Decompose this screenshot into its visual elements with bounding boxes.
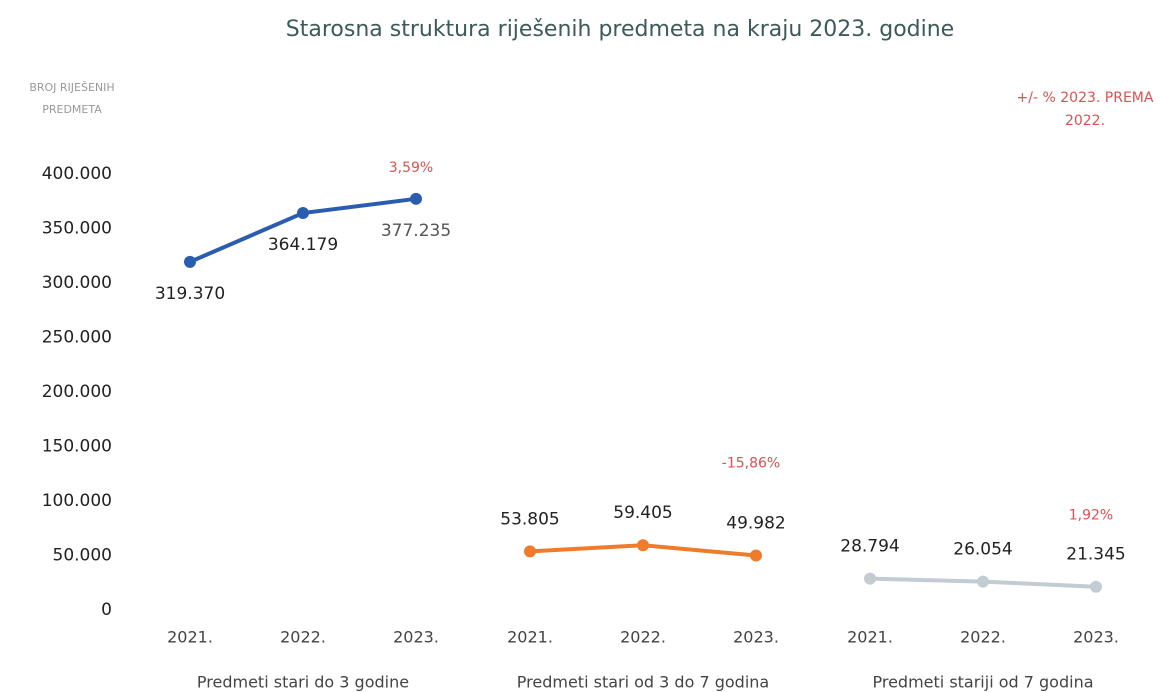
y-tick-label: 100.000 — [42, 491, 112, 511]
group-label: Predmeti stariji od 7 godina — [872, 673, 1093, 692]
point — [1090, 580, 1102, 593]
annotation: 2022. — [1065, 113, 1105, 129]
annotation: +/- % 2023. PREMA — [1017, 90, 1154, 106]
y-tick-label: 0 — [101, 600, 112, 620]
data-label: 21.345 — [1066, 545, 1125, 565]
y-tick-label: 50.000 — [53, 546, 112, 566]
x-tick-label: 2021. — [507, 628, 553, 647]
y-tick-label: 350.000 — [42, 219, 112, 239]
chart-title: Starosna struktura riješenih predmeta na… — [286, 17, 954, 42]
x-tick-label: 2021. — [847, 628, 893, 647]
point — [864, 572, 876, 585]
data-label: 59.405 — [613, 503, 672, 523]
point — [184, 255, 196, 268]
x-tick-label: 2023. — [393, 628, 439, 647]
data-label: 49.982 — [726, 514, 785, 534]
point — [977, 575, 989, 588]
point — [637, 539, 649, 552]
group-label: Predmeti stari do 3 godine — [197, 673, 409, 692]
data-label: 364.179 — [268, 235, 338, 255]
y-tick-label: 150.000 — [42, 437, 112, 457]
point — [750, 549, 762, 562]
y-tick-label: 200.000 — [42, 382, 112, 402]
group-label: Predmeti stari od 3 do 7 godina — [517, 673, 769, 692]
change-label: -15,86% — [722, 456, 780, 472]
change-label: 1,92% — [1069, 508, 1113, 524]
data-label: 53.805 — [500, 509, 559, 529]
y-tick-label: 300.000 — [42, 273, 112, 293]
x-tick-label: 2023. — [1073, 628, 1119, 647]
y-tick-label: 250.000 — [42, 328, 112, 348]
x-tick-label: 2023. — [733, 628, 779, 647]
point — [524, 545, 536, 558]
data-label: 319.370 — [155, 284, 225, 304]
data-label: 28.794 — [840, 537, 899, 557]
x-tick-label: 2022. — [960, 628, 1006, 647]
y-tick-label: 400.000 — [42, 164, 112, 184]
x-tick-label: 2021. — [167, 628, 213, 647]
data-label: 26.054 — [953, 540, 1012, 560]
data-label: 377.235 — [381, 221, 451, 241]
y-axis-label: PREDMETA — [42, 103, 102, 116]
point — [297, 207, 309, 220]
y-axis-label: BROJ RIJEŠENIH — [29, 81, 114, 94]
change-label: 3,59% — [389, 160, 433, 176]
x-tick-label: 2022. — [280, 628, 326, 647]
x-tick-label: 2022. — [620, 628, 666, 647]
point — [410, 192, 422, 205]
